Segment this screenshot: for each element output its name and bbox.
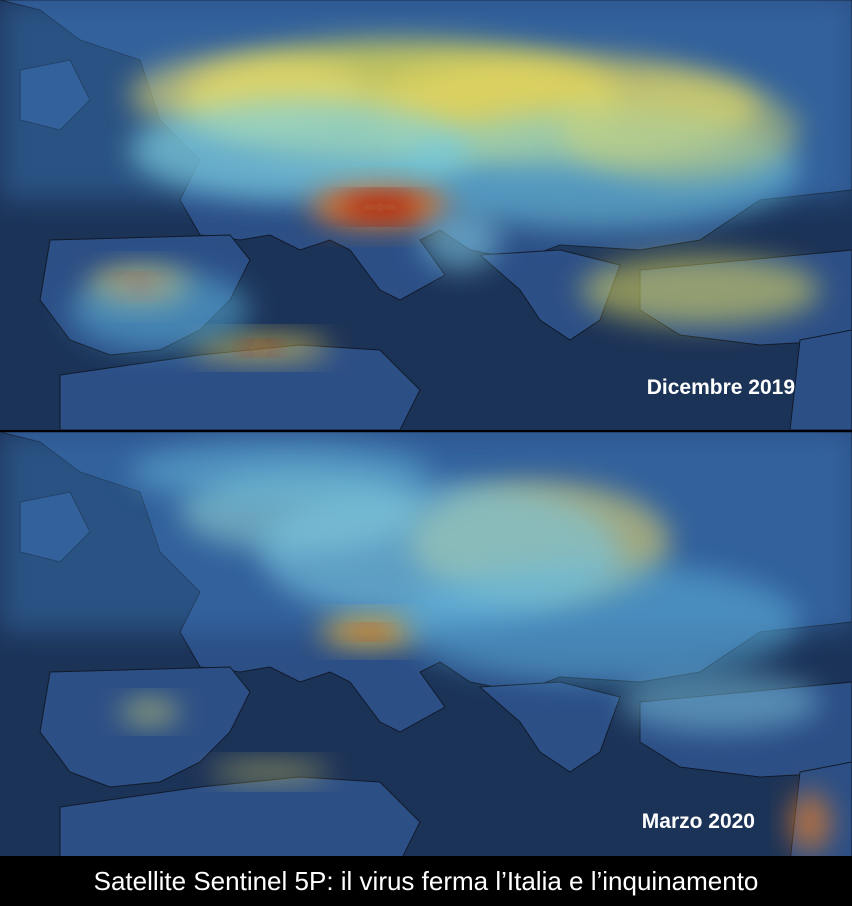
pollution-blob — [246, 343, 274, 353]
pollution-blob — [130, 442, 430, 502]
pollution-blob — [120, 700, 180, 724]
panel-label: Marzo 2020 — [642, 810, 755, 833]
land — [478, 681, 621, 773]
pollution-blob — [210, 762, 330, 782]
caption: Satellite Sentinel 5P: il virus ferma l’… — [0, 856, 852, 906]
land — [39, 666, 251, 788]
pollution-blob — [70, 270, 250, 350]
pollution-blob — [400, 562, 800, 682]
pollution-blob — [790, 792, 830, 852]
map-panel: Marzo 2020 — [0, 432, 852, 856]
pollution-blob — [560, 80, 800, 180]
map-panel: Dicembre 2019 — [0, 0, 852, 430]
land — [478, 249, 621, 341]
land — [789, 329, 852, 430]
pollution-blob — [130, 100, 470, 200]
pollution-blob — [580, 255, 820, 325]
panel-label: Dicembre 2019 — [647, 376, 795, 399]
pollution-blob — [420, 210, 500, 270]
pollution-blob — [348, 627, 392, 637]
pollution-blob — [340, 197, 420, 217]
pollution-blob — [620, 672, 820, 732]
land — [59, 776, 421, 856]
